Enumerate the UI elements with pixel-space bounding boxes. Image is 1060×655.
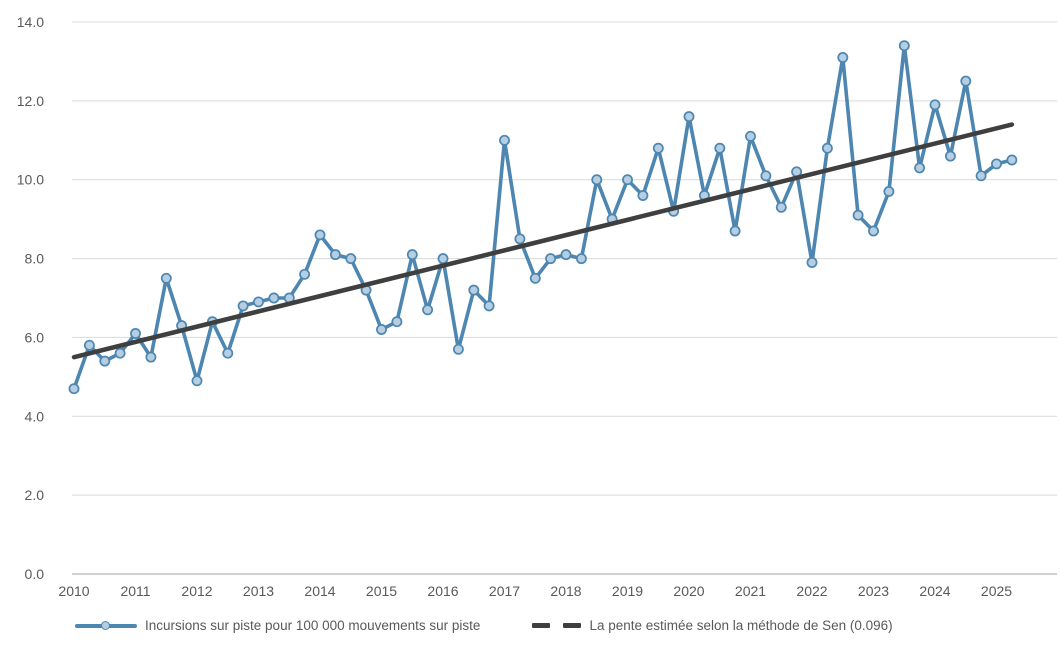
- series-marker-icon: [101, 620, 110, 630]
- data-point-marker: [422, 304, 434, 316]
- data-point-marker: [299, 268, 311, 280]
- legend-item-incursions: Incursions sur piste pour 100 000 mouvem…: [75, 618, 480, 633]
- legend-label-sen-slope: La pente estimée selon la méthode de Sen…: [589, 618, 893, 633]
- data-point-marker: [222, 347, 234, 359]
- data-point-marker: [145, 351, 157, 363]
- trend-dash-swatch: [532, 623, 551, 628]
- data-point-marker: [499, 134, 510, 146]
- data-point-marker: [391, 316, 403, 328]
- y-axis-tick-label: 2.0: [25, 487, 45, 503]
- data-point-marker: [729, 225, 741, 237]
- x-axis-year-label: 2017: [489, 583, 520, 599]
- data-point-marker: [191, 375, 203, 387]
- data-point-marker: [314, 229, 326, 241]
- data-point-marker: [376, 324, 387, 335]
- data-point-marker: [868, 225, 879, 237]
- data-point-marker: [914, 162, 926, 174]
- data-point-marker: [114, 347, 126, 359]
- data-point-marker: [883, 186, 895, 197]
- x-axis-year-label: 2018: [550, 583, 581, 599]
- data-point-marker: [529, 272, 541, 284]
- chart-legend: Incursions sur piste pour 100 000 mouvem…: [0, 618, 1060, 633]
- x-axis-year-label: 2024: [919, 583, 950, 599]
- data-point-marker: [652, 142, 664, 154]
- data-point-marker: [130, 328, 141, 339]
- y-axis-tick-label: 6.0: [25, 329, 45, 345]
- data-point-marker: [99, 355, 111, 367]
- y-axis-tick-label: 0.0: [25, 566, 45, 582]
- data-point-marker: [591, 174, 603, 186]
- data-point-marker: [714, 142, 726, 154]
- data-point-marker: [68, 383, 80, 395]
- y-axis-tick-label: 8.0: [25, 251, 45, 267]
- data-point-marker: [452, 343, 464, 355]
- data-point-marker: [514, 233, 526, 245]
- data-point-marker: [345, 253, 357, 265]
- data-point-marker: [253, 296, 264, 308]
- data-point-marker: [975, 170, 987, 182]
- data-point-marker: [852, 209, 864, 221]
- data-point-marker: [483, 300, 495, 312]
- y-axis-tick-label: 12.0: [17, 93, 44, 109]
- data-point-marker: [837, 52, 849, 63]
- data-point-marker: [237, 300, 249, 312]
- data-point-marker: [437, 253, 449, 265]
- data-point-marker: [775, 201, 787, 213]
- data-point-marker: [468, 284, 480, 296]
- incursions-series-line: [72, 43, 1014, 391]
- legend-item-sen-slope: La pente estimée selon la méthode de Sen…: [532, 618, 893, 633]
- data-point-marker: [960, 75, 972, 87]
- data-point-marker: [806, 257, 818, 268]
- x-axis-year-label: 2022: [796, 583, 827, 599]
- x-axis-year-label: 2020: [673, 583, 704, 599]
- x-axis-year-label: 2015: [366, 583, 397, 599]
- x-axis-year-label: 2025: [981, 583, 1012, 599]
- data-point-marker: [991, 158, 1002, 170]
- data-point-marker: [83, 339, 95, 351]
- x-axis-year-label: 2011: [120, 583, 150, 599]
- sen-trend-line: [71, 122, 1015, 360]
- x-axis-year-label: 2010: [58, 583, 89, 599]
- x-axis-year-label: 2023: [858, 583, 889, 599]
- x-axis-year-label: 2012: [181, 583, 212, 599]
- x-axis-year-label: 2021: [735, 583, 766, 599]
- data-point-marker: [406, 249, 418, 261]
- data-point-marker: [821, 142, 833, 154]
- y-axis-tick-label: 4.0: [25, 408, 45, 424]
- data-point-marker: [575, 253, 587, 265]
- trend-dash-swatch: [563, 623, 582, 628]
- data-point-marker: [760, 170, 772, 182]
- series-line-swatch: [75, 620, 137, 630]
- x-axis-year-label: 2019: [612, 583, 643, 599]
- data-point-marker: [622, 174, 633, 186]
- data-point-marker: [683, 111, 695, 123]
- y-axis-tick-label: 10.0: [17, 172, 44, 188]
- legend-label-incursions: Incursions sur piste pour 100 000 mouvem…: [145, 618, 481, 633]
- data-point-marker: [268, 292, 280, 304]
- data-point-marker: [329, 249, 341, 261]
- x-axis-year-label: 2013: [243, 583, 274, 599]
- x-axis-year-label: 2014: [304, 583, 335, 599]
- y-axis-tick-label: 14.0: [17, 14, 44, 30]
- data-point-marker: [944, 150, 956, 162]
- data-point-marker: [545, 253, 557, 265]
- data-point-marker: [637, 190, 649, 201]
- data-point-marker: [898, 40, 910, 52]
- data-point-marker: [560, 249, 572, 261]
- data-point-marker: [1006, 154, 1018, 166]
- data-point-marker: [160, 272, 172, 284]
- x-axis-year-label: 2016: [427, 583, 458, 599]
- chart-plot-area: 0.0 2.0 4.0 6.0 8.0 10.0 12.0 14.0 2010 2011 2012 2…: [17, 14, 1057, 599]
- data-point-marker: [745, 130, 756, 142]
- data-point-marker: [929, 99, 941, 111]
